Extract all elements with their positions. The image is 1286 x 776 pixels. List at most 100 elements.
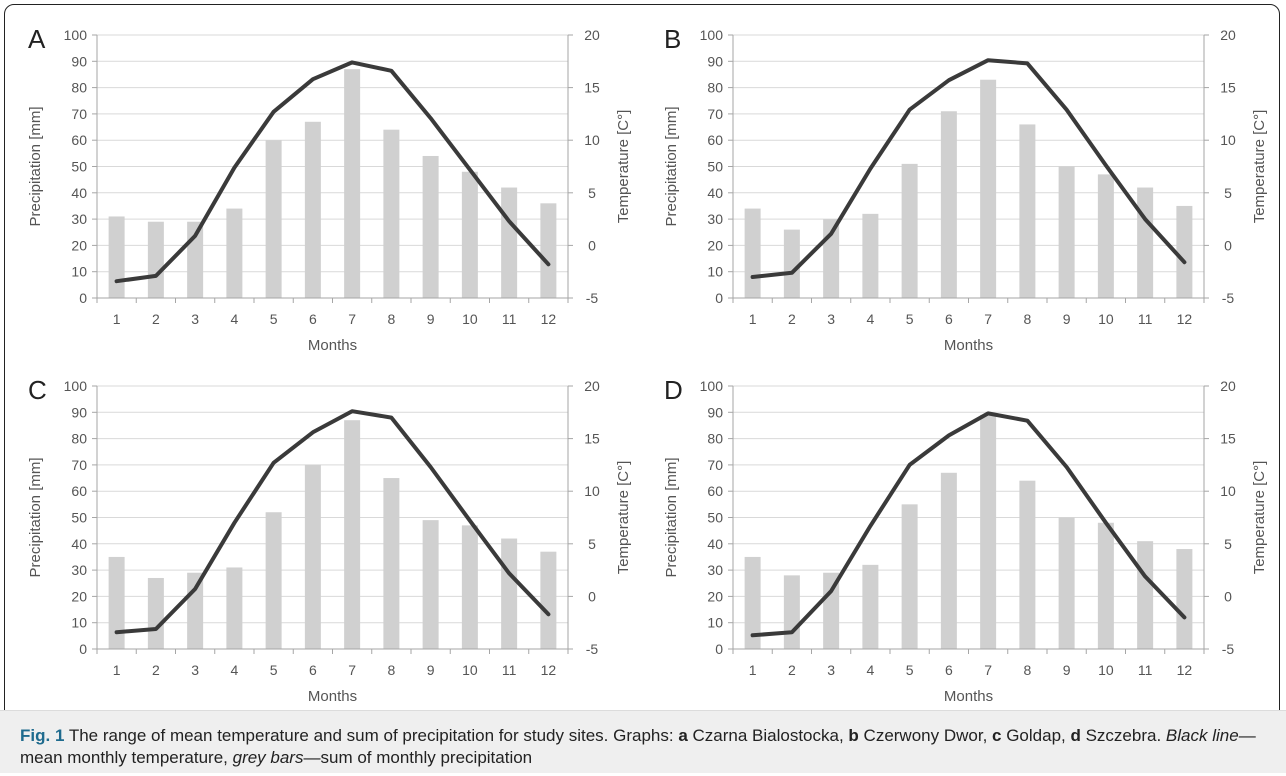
x-tick-label: 2 <box>152 311 160 327</box>
left-tick-label: 10 <box>71 264 87 280</box>
left-tick-label: 10 <box>707 264 723 280</box>
x-tick-label: 7 <box>348 311 356 327</box>
x-tick-label: 9 <box>1063 662 1071 678</box>
left-tick-label: 80 <box>707 80 723 96</box>
precip-bar <box>901 504 918 649</box>
precip-bar <box>540 203 557 298</box>
right-tick-label: 5 <box>588 185 596 201</box>
precip-bar <box>980 414 997 649</box>
left-tick-label: 30 <box>71 211 87 227</box>
right-tick-label: 20 <box>1220 27 1236 43</box>
precip-bar <box>226 567 243 649</box>
caption-intro: The range of mean temperature and sum of… <box>64 726 679 745</box>
left-tick-label: 40 <box>71 536 87 552</box>
right-tick-label: 5 <box>588 536 596 552</box>
panel-letter: B <box>664 24 681 54</box>
x-axis-title: Months <box>308 688 357 705</box>
x-tick-label: 1 <box>113 311 121 327</box>
y-axis-title: Precipitation [mm] <box>27 457 44 577</box>
precip-bar <box>383 129 400 298</box>
x-tick-label: 2 <box>788 662 796 678</box>
x-tick-label: 5 <box>270 311 278 327</box>
x-tick-label: 6 <box>945 662 953 678</box>
precip-bar <box>108 216 125 298</box>
left-tick-label: 100 <box>700 27 724 43</box>
right-tick-label: 5 <box>1224 185 1232 201</box>
precip-bar <box>940 472 957 649</box>
precip-bar <box>783 575 800 649</box>
left-tick-label: 70 <box>707 457 723 473</box>
right-tick-label: -5 <box>586 290 599 306</box>
left-tick-label: 70 <box>71 106 87 122</box>
x-tick-label: 1 <box>113 662 121 678</box>
right-tick-label: 15 <box>1220 80 1236 96</box>
left-tick-label: 40 <box>707 536 723 552</box>
left-tick-label: 90 <box>707 404 723 420</box>
x-tick-label: 12 <box>1177 311 1193 327</box>
x-tick-label: 12 <box>1177 662 1193 678</box>
caption-key-c: c <box>992 726 1002 745</box>
x-tick-label: 9 <box>427 662 435 678</box>
left-tick-label: 40 <box>707 185 723 201</box>
temperature-line <box>750 411 1187 638</box>
precip-bar <box>540 551 557 649</box>
precip-bar <box>1097 174 1114 298</box>
x-tick-label: 7 <box>348 662 356 678</box>
caption-grey-bars-text: —sum of monthly precipitation <box>303 748 533 767</box>
left-tick-label: 20 <box>71 588 87 604</box>
left-tick-label: 60 <box>707 483 723 499</box>
right-tick-label: -5 <box>1222 290 1235 306</box>
y-axis-title: Precipitation [mm] <box>27 106 44 226</box>
x-tick-label: 5 <box>906 662 914 678</box>
x-tick-label: 11 <box>1138 311 1153 327</box>
y2-axis-title: Temperature [C°] <box>615 461 632 575</box>
x-tick-label: 6 <box>309 662 317 678</box>
left-tick-label: 50 <box>707 510 723 526</box>
left-tick-label: 100 <box>700 378 724 394</box>
right-tick-label: 0 <box>1224 588 1232 604</box>
left-tick-label: 60 <box>707 132 723 148</box>
left-tick-label: 60 <box>71 132 87 148</box>
caption-text-b: Czerwony Dwor, <box>858 726 993 745</box>
precip-bar <box>501 187 518 298</box>
y2-axis-title: Temperature [C°] <box>1251 461 1268 575</box>
precip-bar <box>265 140 282 298</box>
left-tick-label: 80 <box>71 80 87 96</box>
right-tick-label: 10 <box>1220 483 1236 499</box>
x-tick-label: 4 <box>230 311 238 327</box>
left-tick-label: 0 <box>715 290 723 306</box>
left-tick-label: 20 <box>71 237 87 253</box>
precip-bar <box>980 79 997 299</box>
precip-bar <box>1137 541 1154 649</box>
x-tick-label: 2 <box>788 311 796 327</box>
precip-bar <box>901 163 918 298</box>
left-tick-label: 50 <box>71 159 87 175</box>
caption-key-a: a <box>678 726 688 745</box>
left-tick-label: 90 <box>71 53 87 69</box>
x-tick-label: 9 <box>1063 311 1071 327</box>
left-tick-label: 70 <box>71 457 87 473</box>
x-tick-label: 10 <box>462 311 478 327</box>
precip-bar <box>744 208 761 298</box>
x-axis-title: Months <box>944 337 993 354</box>
x-tick-label: 5 <box>270 662 278 678</box>
precip-bar <box>862 564 879 649</box>
x-tick-label: 10 <box>462 662 478 678</box>
precip-bar <box>1137 187 1154 298</box>
x-tick-label: 4 <box>866 311 874 327</box>
x-tick-label: 4 <box>230 662 238 678</box>
right-tick-label: 0 <box>588 588 596 604</box>
left-tick-label: 100 <box>64 27 88 43</box>
precip-bar <box>265 512 282 649</box>
right-tick-label: 15 <box>584 431 600 447</box>
caption-fig-label: Fig. 1 <box>20 726 65 745</box>
x-tick-label: 2 <box>152 662 160 678</box>
caption-grey-bars: grey bars <box>232 748 304 767</box>
x-tick-label: 8 <box>387 662 395 678</box>
left-tick-label: 0 <box>715 641 723 657</box>
precip-bar <box>501 538 518 649</box>
left-tick-label: 80 <box>707 431 723 447</box>
caption-black-line: Black line <box>1165 726 1239 745</box>
left-tick-label: 90 <box>707 53 723 69</box>
